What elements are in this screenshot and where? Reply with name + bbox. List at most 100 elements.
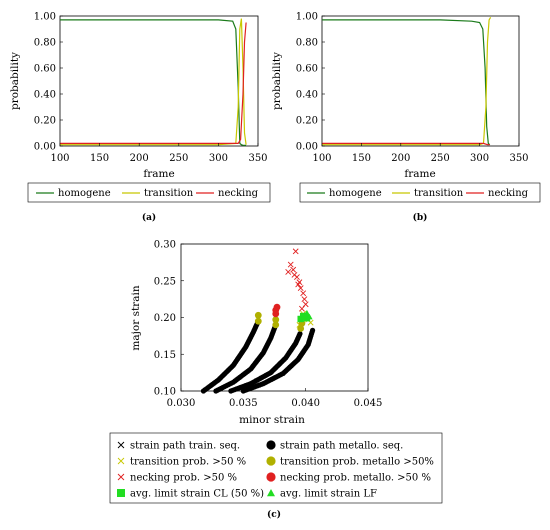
panel-b-legend: homogene transition necking [299,182,541,203]
panel-b-ytick-label: 0.20 [296,116,318,127]
panel-c-point-series-4 [295,281,302,288]
panel-b-legend-label-necking: necking [488,188,529,199]
panel-c-legend-swatch-6 [117,489,125,497]
panel-c: 0.10 0.15 0.20 0.25 0.30 0.030 0.035 0.040 0.04… [109,240,443,520]
panel-c-legend-label-2: transition prob. >50 % [130,457,246,468]
panel-b-xtick-label: 350 [509,153,528,164]
panel-c-ytick-label: 0.30 [154,240,176,251]
panel-c-point-series-4 [291,271,298,278]
panel-c-point-series-7 [303,309,311,316]
panel-a-ytick-label: 0.60 [34,64,56,75]
panel-c-legend-swatch-3 [266,456,276,466]
panel-b-legend-label-homogene: homogene [329,188,382,199]
panel-a-series-transition [60,18,247,146]
panel-a-ylabel: probability [9,52,21,110]
panel-c-legend-swatch-5 [266,472,276,482]
panel-a-legend: homogene transition necking [27,182,271,203]
panel-a-xlabel: frame [143,168,174,180]
panel-a-legend-label-necking: necking [218,188,259,199]
panel-a-ytick-label: 1.00 [34,12,56,23]
panel-a-xtick-label: 150 [90,153,109,164]
panel-c-xtick-label: 0.035 [229,398,258,409]
panel-b-ytick-label: 1.00 [296,12,318,23]
panel-b-xtick-label: 300 [470,153,489,164]
panel-c-point-series-4 [302,301,309,308]
panel-a-lines [60,18,247,146]
panel-b-series-necking [322,142,490,146]
panel-c-ytick-label: 0.15 [154,350,176,361]
panel-a-xtick-label: 200 [130,153,149,164]
panel-c-point-series-3 [297,325,305,332]
panel-a-series-homogene [60,19,247,146]
panel-b-legend-label-transition: transition [414,188,464,199]
panel-c-legend-label-3: transition prob. metallo >50% [280,457,434,468]
panel-b-series-transition [322,17,492,146]
panel-a-legend-label-transition: transition [144,188,194,199]
panel-c-legend-label-6: avg. limit strain CL (50 %) [130,489,264,500]
panel-a-xtick-label: 300 [209,153,228,164]
panel-c-point-series-3 [272,316,280,324]
panel-c-legend-swatch-1 [266,440,276,450]
panel-a-xtick-label: 350 [248,153,267,164]
panel-c-point-series-4 [287,261,294,268]
panel-b-xtick-label: 150 [352,153,371,164]
panel-c-ytick-label: 0.25 [154,276,176,287]
panel-c-xticks: 0.030 0.035 0.040 0.045 [167,388,383,409]
panel-c-ylabel: major strain [130,285,142,350]
panel-c-xtick-label: 0.045 [354,398,383,409]
panel-c-point-series-4 [285,269,292,275]
panel-b-legend-box [299,182,541,203]
panel-b: 0.00 0.20 0.40 0.60 0.80 1.00 100 150 200 250 300… [271,12,541,223]
strain-path-metallo-point [297,331,303,337]
panel-c-point-series-4 [301,296,308,303]
panel-b-xtick-label: 200 [391,153,410,164]
panel-a-xticks: 100 150 200 250 300 350 [50,143,268,164]
panel-a-yticks: 0.00 0.20 0.40 0.60 0.80 1.00 [34,12,63,153]
panel-a-xtick-label: 250 [169,153,188,164]
panel-b-xlabel: frame [404,168,435,180]
panel-a-plot-frame [59,15,259,147]
panel-a-legend-box [27,182,271,203]
panel-c-legend: strain path train. seq. strain path metal… [109,432,443,504]
panel-c-point-series-4 [292,248,299,255]
panel-c-xtick-label: 0.030 [167,398,196,409]
panel-c-point-series-3 [254,311,262,319]
panel-c-legend-label-1: strain path metallo. seq. [280,441,403,452]
panel-c-point-series-4 [297,285,304,292]
panel-b-ytick-label: 0.40 [296,90,318,101]
panel-c-legend-box [109,432,443,504]
panel-c-point-series-4 [290,266,297,273]
panel-b-plot-frame [321,15,520,147]
panel-c-legend-swatch-2 [117,457,125,465]
panel-b-ytick-label: 0.60 [296,64,318,75]
panel-b-ylabel: probability [271,52,283,110]
panel-b-yticks: 0.00 0.20 0.40 0.60 0.80 1.00 [296,12,325,153]
panel-a: 0.00 0.20 0.40 0.60 0.80 1.00 100 150 200 250 300… [9,12,271,223]
panel-c-point-series-4 [299,305,305,312]
strain-path-metallo-point [309,327,316,333]
panel-c-point-series-7 [306,313,313,320]
panel-c-legend-label-5: necking prob. metallo. >50 % [280,473,431,484]
panel-b-caption: (b) [413,212,428,223]
panel-c-legend-swatch-4 [117,473,125,481]
panel-a-series-necking [60,22,247,144]
panel-b-ytick-label: 0.00 [296,142,318,153]
panel-b-ytick-label: 0.80 [296,38,318,49]
panel-c-marks [200,248,316,394]
panel-c-ytick-label: 0.10 [154,387,176,398]
panel-b-xtick-label: 250 [431,153,450,164]
panel-b-series-homogene [322,19,491,146]
panel-c-legend-label-4: necking prob. >50 % [130,473,237,484]
panel-c-legend-label-0: strain path train. seq. [130,441,240,452]
panel-c-point-series-3 [272,321,280,329]
panel-c-yticks: 0.10 0.15 0.20 0.25 0.30 [154,240,184,398]
panel-c-point-series-4 [300,290,307,297]
panel-a-caption: (a) [142,212,156,223]
panel-c-caption: (c) [267,509,281,520]
panel-a-ytick-label: 0.40 [34,90,56,101]
panel-c-legend-label-7: avg. limit strain LF [280,489,377,500]
panel-c-legend-swatch-0 [117,441,125,449]
panel-c-legend-swatch-7 [267,489,275,497]
panel-a-ytick-label: 0.80 [34,38,56,49]
